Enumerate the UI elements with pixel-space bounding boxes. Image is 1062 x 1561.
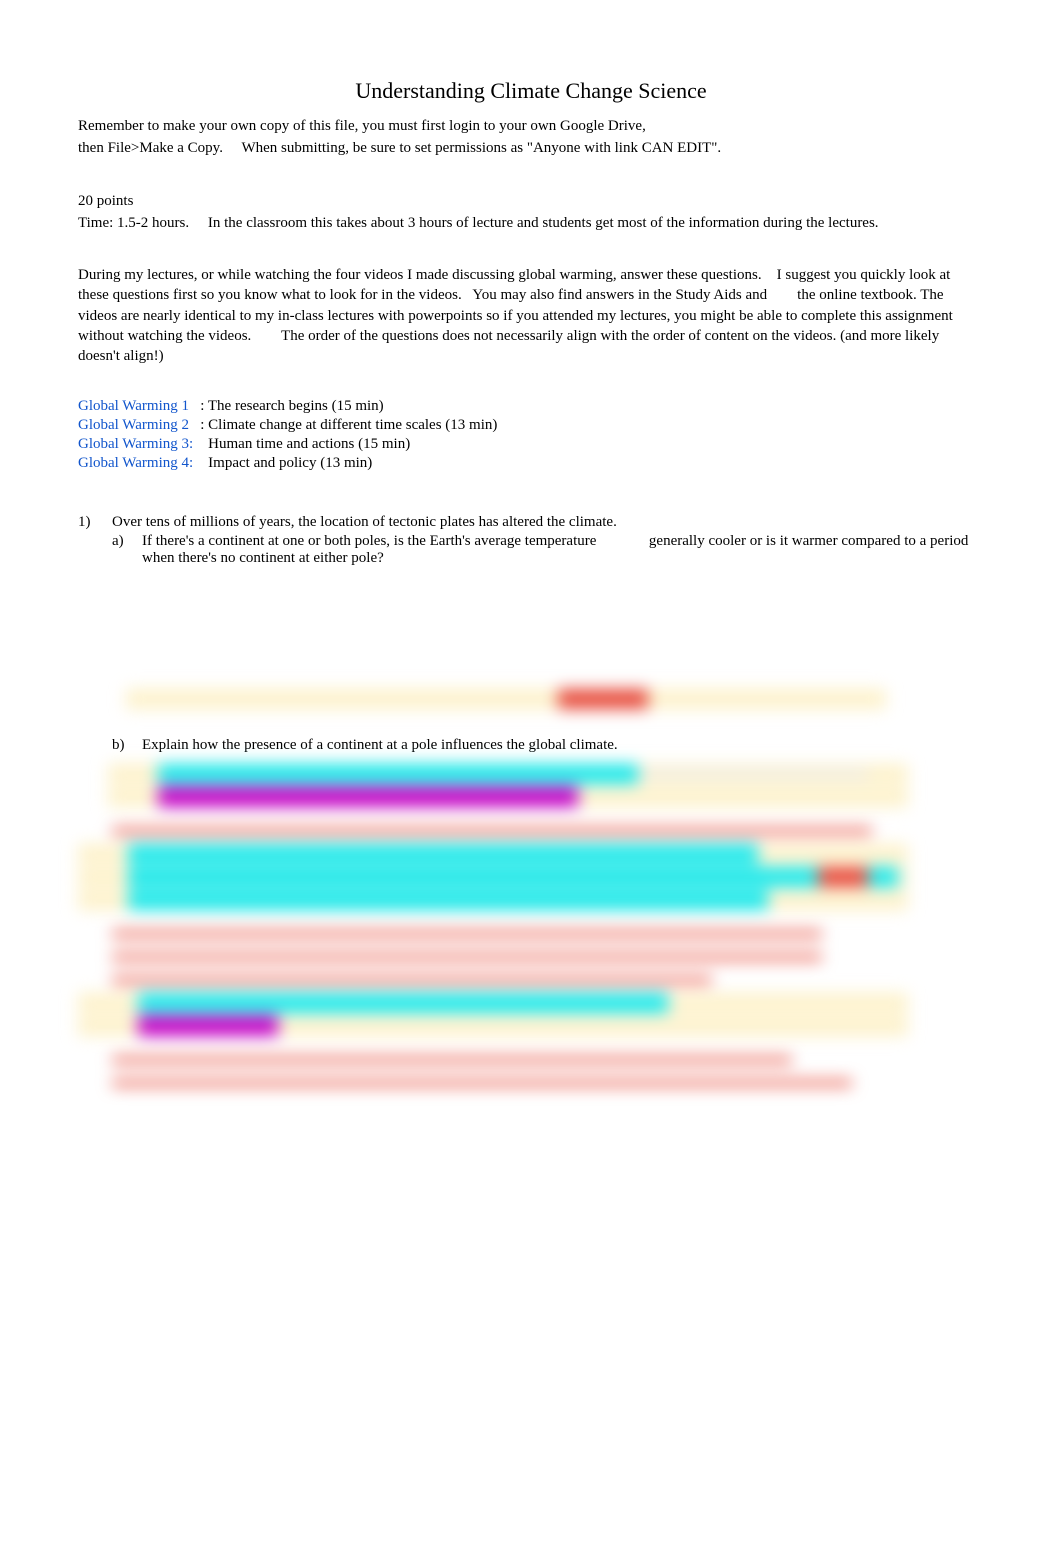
video-desc-4: Impact and policy (13 min) [208, 455, 372, 471]
points-line: 20 points [78, 191, 984, 211]
blurred-answer-2 [78, 764, 984, 807]
document-page: Understanding Climate Change Science Rem… [0, 0, 1062, 1147]
video-row-4: Global Warming 4: Impact and policy (13 … [78, 455, 984, 472]
q1-text: Over tens of millions of years, the loca… [112, 514, 984, 531]
question-1b: b) Explain how the presence of a contine… [112, 737, 984, 754]
instructions-para: During my lectures, or while watching th… [78, 265, 984, 366]
video-desc-1: : The research begins (15 min) [200, 398, 383, 414]
blurred-answer-1 [78, 689, 984, 709]
blurred-answer-4 [78, 924, 984, 1036]
video-row-3: Global Warming 3: Human time and actions… [78, 436, 984, 453]
intro-line-2b: When submitting, be sure to set permissi… [241, 140, 721, 156]
q1a-text: If there's a continent at one or both po… [142, 533, 984, 567]
page-title: Understanding Climate Change Science [78, 78, 984, 104]
intro-line-1: Remember to make your own copy of this f… [78, 116, 984, 136]
time-line: Time: 1.5-2 hours. In the classroom this… [78, 213, 984, 233]
instr-s3a: You may also find answers in the Study A… [472, 287, 767, 303]
q1a-text-1: If there's a continent at one or both po… [142, 533, 596, 549]
video-link-1[interactable]: Global Warming 1 [78, 398, 189, 414]
q1a-number: a) [112, 533, 142, 567]
question-1a: a) If there's a continent at one or both… [112, 533, 984, 567]
intro-line-2a: then File>Make a Copy. [78, 140, 223, 156]
intro-line-2: then File>Make a Copy. When submitting, … [78, 138, 984, 158]
blurred-answer-3 [78, 821, 984, 910]
time-b: In the classroom this takes about 3 hour… [208, 215, 879, 231]
video-desc-3: Human time and actions (15 min) [208, 436, 410, 452]
video-desc-2: : Climate change at different time scale… [200, 417, 497, 433]
q1b-text: Explain how the presence of a continent … [142, 737, 984, 754]
instr-s1: During my lectures, or while watching th… [78, 267, 762, 283]
video-link-2[interactable]: Global Warming 2 [78, 417, 189, 433]
time-a: Time: 1.5-2 hours. [78, 215, 189, 231]
question-1: 1) Over tens of millions of years, the l… [78, 514, 984, 531]
video-row-2: Global Warming 2 : Climate change at dif… [78, 417, 984, 434]
video-row-1: Global Warming 1 : The research begins (… [78, 398, 984, 415]
q1b-number: b) [112, 737, 142, 754]
q1-number: 1) [78, 514, 112, 531]
video-link-4[interactable]: Global Warming 4: [78, 455, 193, 471]
blurred-answer-5 [78, 1050, 984, 1093]
video-link-3[interactable]: Global Warming 3: [78, 436, 193, 452]
